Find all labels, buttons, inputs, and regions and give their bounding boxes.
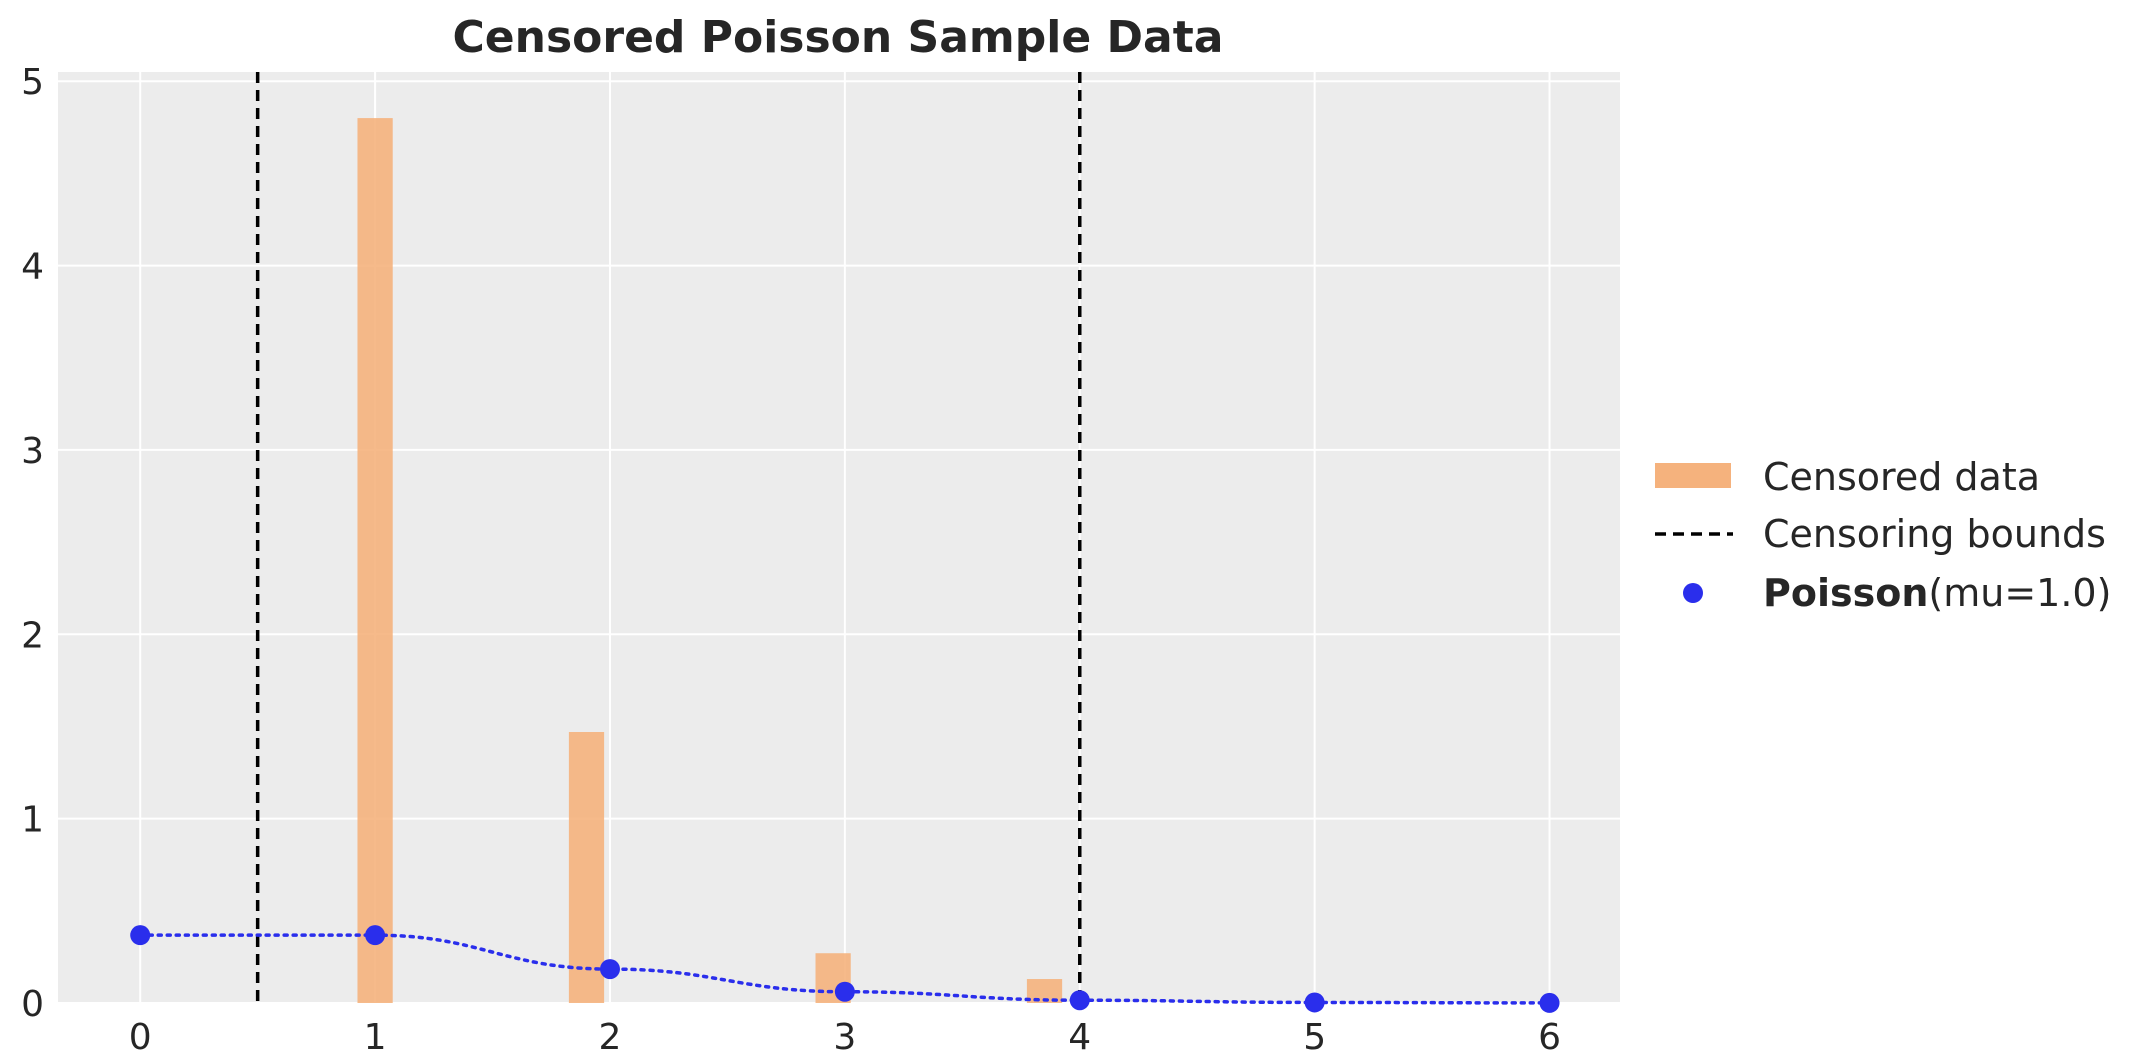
legend-label-poisson-name: Poisson [1763, 571, 1928, 615]
poisson-point [1539, 992, 1560, 1013]
x-axis-ticks: 0 1 2 3 4 5 6 [129, 1017, 1561, 1058]
legend: Censored data Censoring bounds Poisson(m… [1655, 455, 2111, 615]
y-tick-label: 2 [21, 615, 44, 656]
y-tick-label: 5 [21, 62, 44, 103]
y-tick-label: 0 [21, 984, 44, 1025]
poisson-points [130, 925, 1560, 1013]
poisson-point [1069, 990, 1090, 1011]
grid-lines [58, 72, 1620, 1004]
poisson-point [130, 925, 151, 946]
poisson-point [1304, 992, 1325, 1013]
x-tick-label: 4 [1068, 1017, 1091, 1058]
histogram-bar [357, 118, 393, 1003]
histogram-bar [1026, 979, 1063, 1003]
chart-title: Censored Poisson Sample Data [453, 12, 1224, 63]
x-tick-label: 6 [1538, 1017, 1561, 1058]
x-tick-label: 1 [364, 1017, 387, 1058]
histogram-bar [568, 731, 605, 1003]
x-tick-label: 2 [599, 1017, 622, 1058]
y-tick-label: 3 [21, 431, 44, 472]
plot-background [58, 72, 1620, 1003]
legend-label-poisson: Poisson(mu=1.0) [1763, 571, 2111, 615]
poisson-point [834, 981, 855, 1002]
x-tick-label: 5 [1303, 1017, 1326, 1058]
y-tick-label: 4 [21, 247, 44, 288]
y-axis-ticks: 0 1 2 3 4 5 [21, 62, 44, 1025]
y-tick-label: 1 [21, 800, 44, 841]
poisson-point [599, 959, 620, 980]
censoring-bound-lines [255, 72, 1082, 1003]
legend-swatch-censored-data [1655, 463, 1731, 488]
legend-label-censoring-bounds: Censoring bounds [1763, 512, 2106, 556]
poisson-point [365, 925, 386, 946]
histogram-bars [357, 118, 1063, 1003]
x-tick-label: 3 [833, 1017, 856, 1058]
x-tick-label: 0 [129, 1017, 152, 1058]
legend-swatch-poisson [1683, 583, 1703, 603]
legend-label-censored-data: Censored data [1763, 455, 2040, 499]
legend-label-poisson-params: (mu=1.0) [1928, 571, 2111, 615]
